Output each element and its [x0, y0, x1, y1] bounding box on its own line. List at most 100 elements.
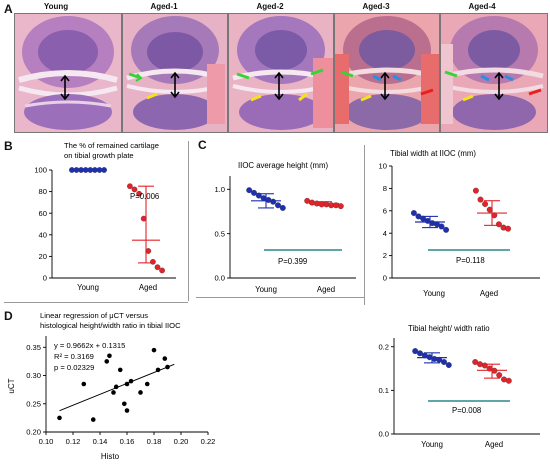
d-point — [155, 367, 161, 373]
chart-b-xtick-aged: Aged — [139, 283, 157, 292]
c1-point-young — [251, 189, 257, 196]
c1-point-aged — [309, 199, 315, 206]
chart-c3-xtick-young: Young — [421, 440, 443, 449]
chart-c1-title: IIOC average height (mm) — [238, 161, 329, 170]
b-ytick-label: 80 — [39, 187, 47, 196]
chart-c1-xtick-aged: Aged — [317, 285, 335, 294]
photo-title-aged-2: Aged-2 — [256, 2, 284, 11]
divider-c-bottom — [196, 297, 364, 298]
d-xtick-label: 0.22 — [201, 437, 216, 446]
d-point — [128, 378, 134, 384]
photo-title-aged-1: Aged-1 — [150, 2, 178, 11]
chart-b-title-line1: The % of remained cartilage — [64, 141, 159, 150]
histology-image-aged-1 — [122, 13, 228, 133]
d-point — [113, 384, 119, 390]
c1-point-young — [270, 198, 277, 205]
chart-c2-axes — [391, 166, 540, 279]
c2-ytick-label: 10 — [379, 162, 387, 171]
d-ytick-label: 0.20 — [26, 428, 41, 437]
chart-d: Linear regression of μCT versus histolog… — [7, 311, 216, 461]
c2-point-aged — [477, 196, 484, 203]
c1-ytick-label: 0.5 — [214, 229, 225, 238]
c3-point-young — [412, 348, 419, 355]
chart-c3-axes — [393, 338, 540, 435]
d-xtick-label: 0.16 — [120, 437, 135, 446]
c3-point-aged — [505, 377, 512, 384]
chart-c2-pvalue: P=0.118 — [456, 256, 485, 265]
chart-c1-pvalue: P=0.399 — [278, 257, 307, 266]
c2-ytick-label: 6 — [383, 206, 387, 215]
chart-d-annotation-r2: R² = 0.3169 — [54, 352, 94, 361]
chart-d-xlabel: Histo — [101, 452, 120, 461]
chart-c1-axes — [229, 176, 356, 279]
d-xtick-label: 0.20 — [174, 437, 189, 446]
b-point-aged — [127, 183, 133, 190]
b-ytick-label: 40 — [39, 230, 47, 239]
d-point — [57, 415, 62, 421]
c3-ytick-label: 0.1 — [378, 386, 389, 395]
chart-d-annotation-eq: y = 0.9662x + 0.1315 — [54, 341, 125, 350]
c1-point-young — [279, 204, 286, 211]
c2-ytick-label: 2 — [383, 251, 387, 260]
chart-c2-xtick-young: Young — [423, 289, 445, 298]
panel-label-b: B — [4, 139, 13, 153]
histology-image-young — [14, 13, 122, 133]
chart-d-ylabel: uCT — [7, 378, 16, 393]
d-point — [165, 364, 170, 370]
chart-d-annotation-p: p = 0.02329 — [54, 363, 94, 372]
b-point-aged — [150, 258, 156, 265]
b-point-aged — [136, 190, 142, 197]
b-point-aged — [131, 186, 138, 193]
histology-image-aged-3 — [334, 13, 440, 133]
photo-title-young: Young — [43, 2, 69, 11]
c2-point-young — [410, 210, 417, 216]
c2-point-young — [438, 223, 445, 230]
d-point — [151, 347, 157, 353]
d-ytick-label: 0.25 — [26, 399, 41, 408]
c3-ytick-label: 0.2 — [378, 342, 389, 351]
divider-c-mid — [364, 145, 365, 305]
c3-point-young — [445, 362, 452, 369]
c1-ytick-label: 1.0 — [214, 185, 225, 194]
c3-point-young — [441, 359, 447, 365]
chart-d-title-line2: histological height/width ratio in tibia… — [40, 321, 181, 330]
c3-point-aged — [472, 359, 479, 365]
c1-ytick-label: 0.0 — [214, 274, 225, 283]
d-point — [90, 417, 96, 422]
c3-point-aged — [481, 362, 488, 369]
chart-c3-pvalue: P=0.008 — [452, 406, 481, 415]
histology-image-aged-4 — [440, 13, 548, 133]
histology-image-aged-2 — [228, 13, 334, 133]
b-point-aged — [145, 248, 152, 254]
c2-ytick-label: 8 — [383, 184, 387, 193]
d-point — [81, 381, 87, 387]
c1-point-aged — [323, 201, 330, 208]
c2-point-aged — [482, 201, 489, 208]
d-ytick-label: 0.35 — [26, 343, 41, 352]
d-point — [144, 381, 150, 387]
chart-d-title-line1: Linear regression of μCT versus — [40, 311, 148, 320]
panel-label-c: C — [198, 138, 207, 152]
c3-ytick-label: 0.0 — [378, 430, 389, 439]
d-point — [124, 381, 130, 387]
b-point-aged — [154, 264, 161, 271]
d-xtick-label: 0.18 — [147, 437, 162, 446]
c1-point-aged — [337, 203, 344, 210]
d-xtick-label: 0.14 — [93, 437, 108, 446]
b-ytick-label: 20 — [39, 252, 47, 261]
chart-b-xtick-young: Young — [77, 283, 99, 292]
c2-ytick-label: 4 — [383, 229, 387, 238]
c1-point-young — [255, 192, 262, 199]
c3-point-aged — [496, 372, 503, 379]
d-point — [138, 390, 143, 395]
b-point-young — [101, 167, 107, 173]
c2-ytick-label: 0 — [383, 274, 387, 283]
d-xtick-label: 0.12 — [66, 437, 81, 446]
d-point — [124, 408, 130, 413]
b-ytick-label: 0 — [43, 274, 47, 283]
d-point — [104, 359, 110, 364]
chart-c1-xtick-young: Young — [255, 285, 277, 294]
chart-c1: IIOC average height (mm) 0.0 0.5 1.0 Young… — [214, 161, 356, 294]
d-point — [107, 353, 112, 359]
